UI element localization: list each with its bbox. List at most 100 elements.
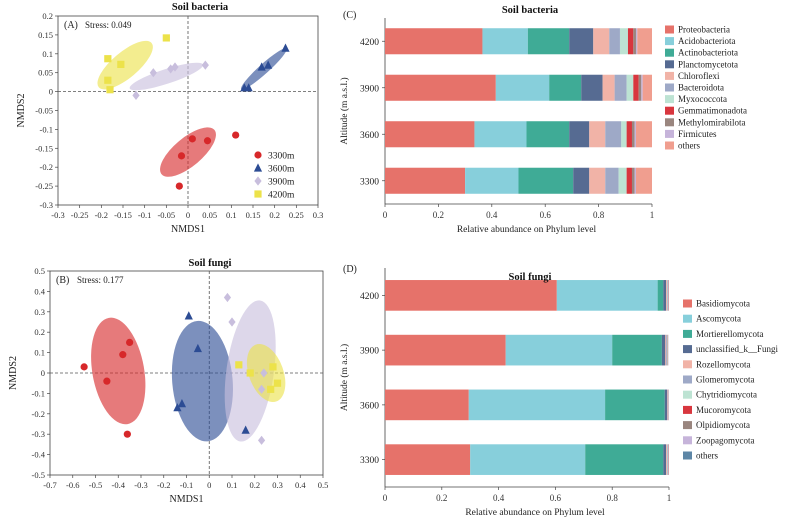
category-label: 3900 (360, 347, 379, 357)
bar-segment (639, 75, 642, 101)
legend-swatch (683, 421, 692, 429)
bar-segment (385, 390, 469, 421)
bar-segment (666, 335, 667, 366)
bar-segment (465, 168, 518, 194)
x-tick-label: -0.3 (134, 480, 147, 490)
x-tick-label: -0.1 (180, 480, 193, 490)
bar-segment (619, 168, 627, 194)
bar-segment (603, 75, 615, 101)
legend-label: others (696, 451, 718, 461)
x-tick-label: 0 (383, 493, 388, 503)
y-tick-label: 0.1 (34, 348, 45, 358)
point-3900m (132, 91, 139, 100)
point-3600m (281, 44, 289, 52)
y-tick-label: 0.5 (34, 266, 45, 276)
bar-segment (469, 390, 605, 421)
y-tick-label: 0 (41, 368, 45, 378)
point-3300m (232, 131, 239, 138)
point-3300m (178, 152, 185, 159)
bar-segment (667, 444, 668, 475)
legend-marker-3600m (254, 163, 262, 171)
legend-swatch (665, 130, 674, 138)
legend-label: Proteobacteria (678, 25, 730, 35)
point-4200m (163, 34, 170, 41)
bar-segment (636, 168, 652, 194)
point-4200m (247, 369, 254, 376)
bar-segment (385, 280, 557, 311)
legend-swatch (683, 360, 692, 368)
bar-segment (569, 121, 589, 147)
legend-label: Mortierellomycota (696, 329, 763, 339)
category-label: 3300 (360, 456, 379, 466)
legend-label: Myxococcota (678, 94, 727, 104)
bar-segment (605, 121, 621, 147)
bar-segment (573, 168, 589, 194)
x-tick-label: -0.05 (157, 210, 175, 220)
x-tick-label: 0 (207, 480, 211, 490)
x-tick-label: 0.2 (433, 210, 444, 220)
bar-segment (632, 121, 635, 147)
category-label: 3900 (360, 84, 379, 94)
bar-segment (667, 335, 668, 366)
y-tick-label: -0.2 (40, 162, 53, 172)
legend-label: Planctomycetota (678, 59, 738, 69)
y-tick-label: -0.1 (40, 124, 53, 134)
x-tick-label: 0.1 (227, 480, 238, 490)
bar-segment (385, 168, 465, 194)
y-tick-label: 0.15 (38, 30, 53, 40)
legend-label: Actinobacteriota (678, 48, 738, 58)
point-4200m (104, 77, 111, 84)
bar-segment (665, 390, 667, 421)
point-3600m (185, 311, 193, 319)
legend-swatch (665, 95, 674, 103)
legend-swatch (683, 376, 692, 384)
legend-label: unclassified_k__Fungi (696, 344, 778, 354)
legend-label: Glomeromycota (696, 375, 754, 385)
bar-segment (641, 75, 642, 101)
legend-swatch (665, 118, 674, 126)
x-tick-label: -0.1 (138, 210, 151, 220)
y-tick-label: -0.3 (40, 200, 53, 210)
legend-swatch (683, 345, 692, 353)
point-4200m (269, 363, 276, 370)
legend-marker-3900m (254, 176, 261, 185)
legend-swatch (665, 142, 674, 150)
point-4200m (104, 55, 111, 62)
y-tick-label: 0.2 (34, 327, 45, 337)
x-tick-label: 0.2 (436, 493, 447, 503)
x-tick-label: 1 (667, 493, 672, 503)
point-3300m (119, 351, 126, 358)
chart-title: Soil bacteria (172, 2, 229, 13)
chart-title: Soil fungi (509, 272, 552, 283)
bar-segment (569, 28, 593, 54)
legend-label: Firmicutes (678, 129, 717, 139)
point-4200m (267, 386, 274, 393)
bar-segment (549, 75, 581, 101)
point-3900m (228, 317, 235, 326)
bar-segment (658, 280, 664, 311)
x-tick-label: -0.15 (114, 210, 132, 220)
legend-label: others (678, 141, 700, 151)
category-label: 4200 (360, 38, 379, 48)
x-tick-label: 0.8 (593, 210, 605, 220)
y-tick-label: -0.4 (32, 450, 46, 460)
bar-segment (627, 75, 634, 101)
legend-label: 3900m (268, 178, 295, 188)
bar-segment (636, 28, 637, 54)
bar-segment (627, 121, 632, 147)
bar-segment (506, 335, 613, 366)
bar-segment (628, 28, 633, 54)
bar-segment (581, 75, 602, 101)
bar-segment (667, 280, 668, 311)
legend-label: Gemmatimonadota (678, 106, 747, 116)
legend-label: Olpidiomycota (696, 420, 750, 430)
bar-segment (385, 28, 482, 54)
y-tick-label: -0.15 (35, 143, 53, 153)
bar-segment (585, 444, 663, 475)
x-tick-label: -0.25 (71, 210, 89, 220)
legend-label: Methylomirabilota (678, 117, 746, 127)
